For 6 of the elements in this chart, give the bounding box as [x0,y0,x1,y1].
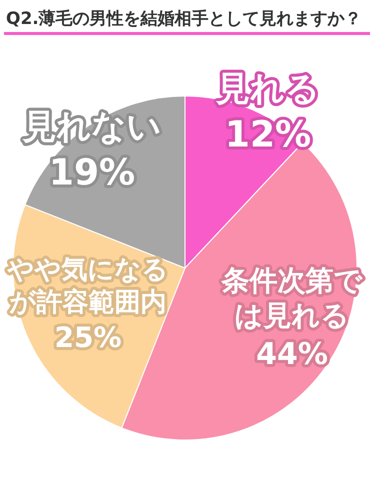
slice-label: 見れる [215,69,320,109]
data-label: 25% [54,321,122,354]
data-label: 44% [256,337,328,372]
slice-label: 見れない [22,107,162,147]
data-label: 19% [48,152,136,194]
chart-title: Q2.薄毛の男性を結婚相手として見れますか？ [6,9,362,29]
